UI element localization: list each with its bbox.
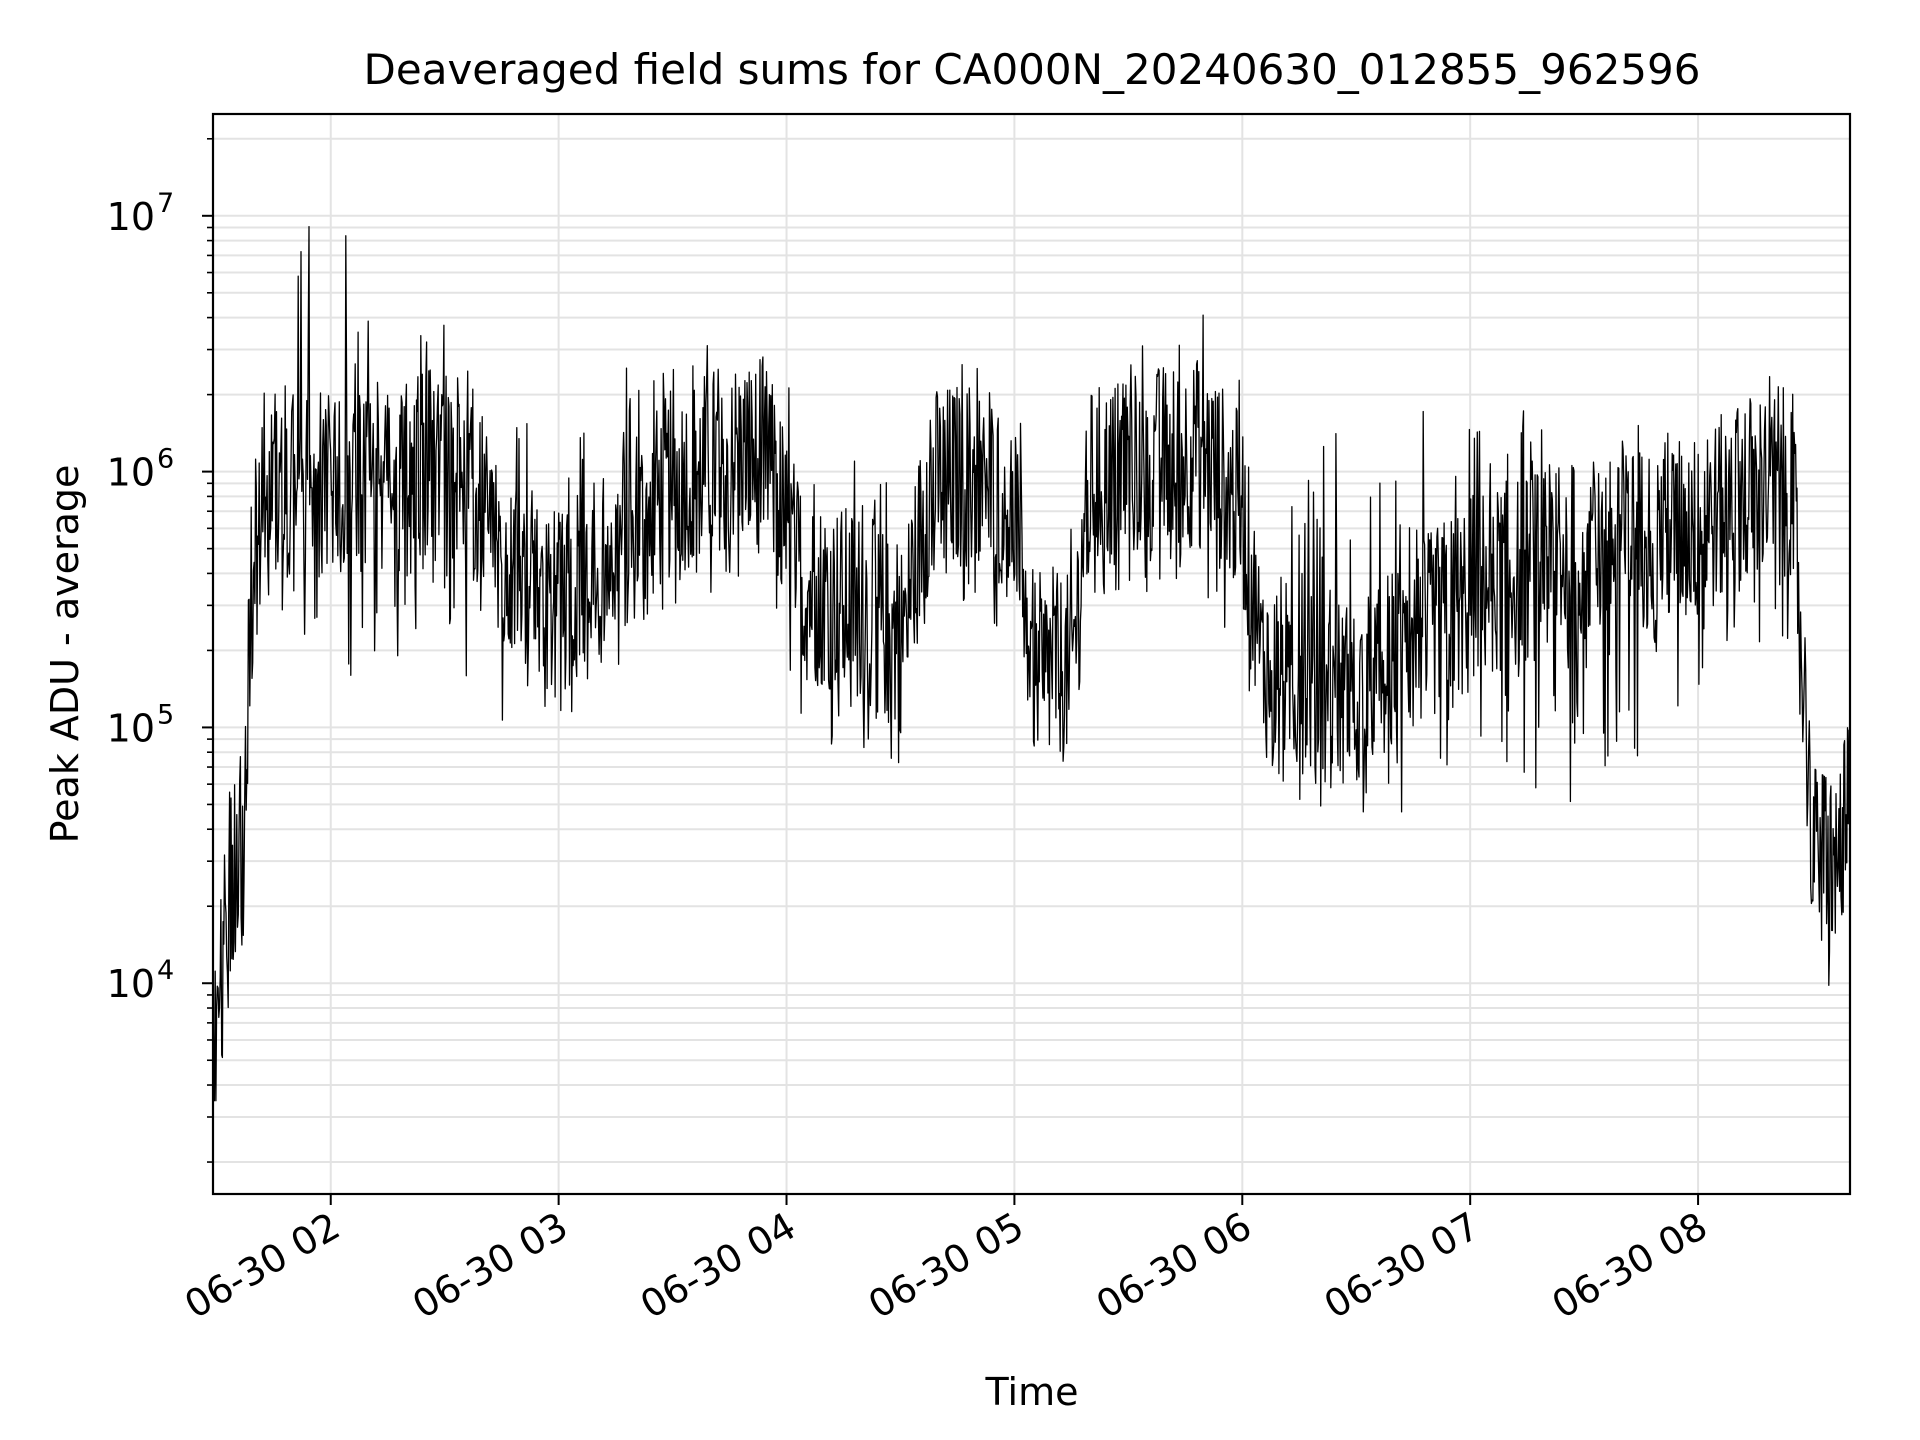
y-tick-label: 10 (107, 451, 155, 495)
y-tick-exponent: 7 (157, 188, 174, 219)
y-tick-exponent: 5 (157, 699, 174, 730)
y-tick-label: 10 (107, 195, 155, 239)
y-tick-label: 10 (107, 962, 155, 1006)
data-series-line (212, 225, 1851, 1102)
y-axis-label: Peak ADU - average (43, 465, 87, 844)
plot-area-frame (211, 112, 1852, 1196)
y-tick-exponent: 4 (157, 955, 174, 986)
line-layer (212, 225, 1851, 1102)
grid-layer (213, 114, 1850, 1194)
chart-title: Deaveraged field sums for CA000N_2024063… (364, 45, 1701, 94)
x-axis-label: Time (985, 1370, 1079, 1414)
y-tick-exponent: 6 (157, 444, 174, 475)
y-tick-label: 10 (107, 706, 155, 750)
